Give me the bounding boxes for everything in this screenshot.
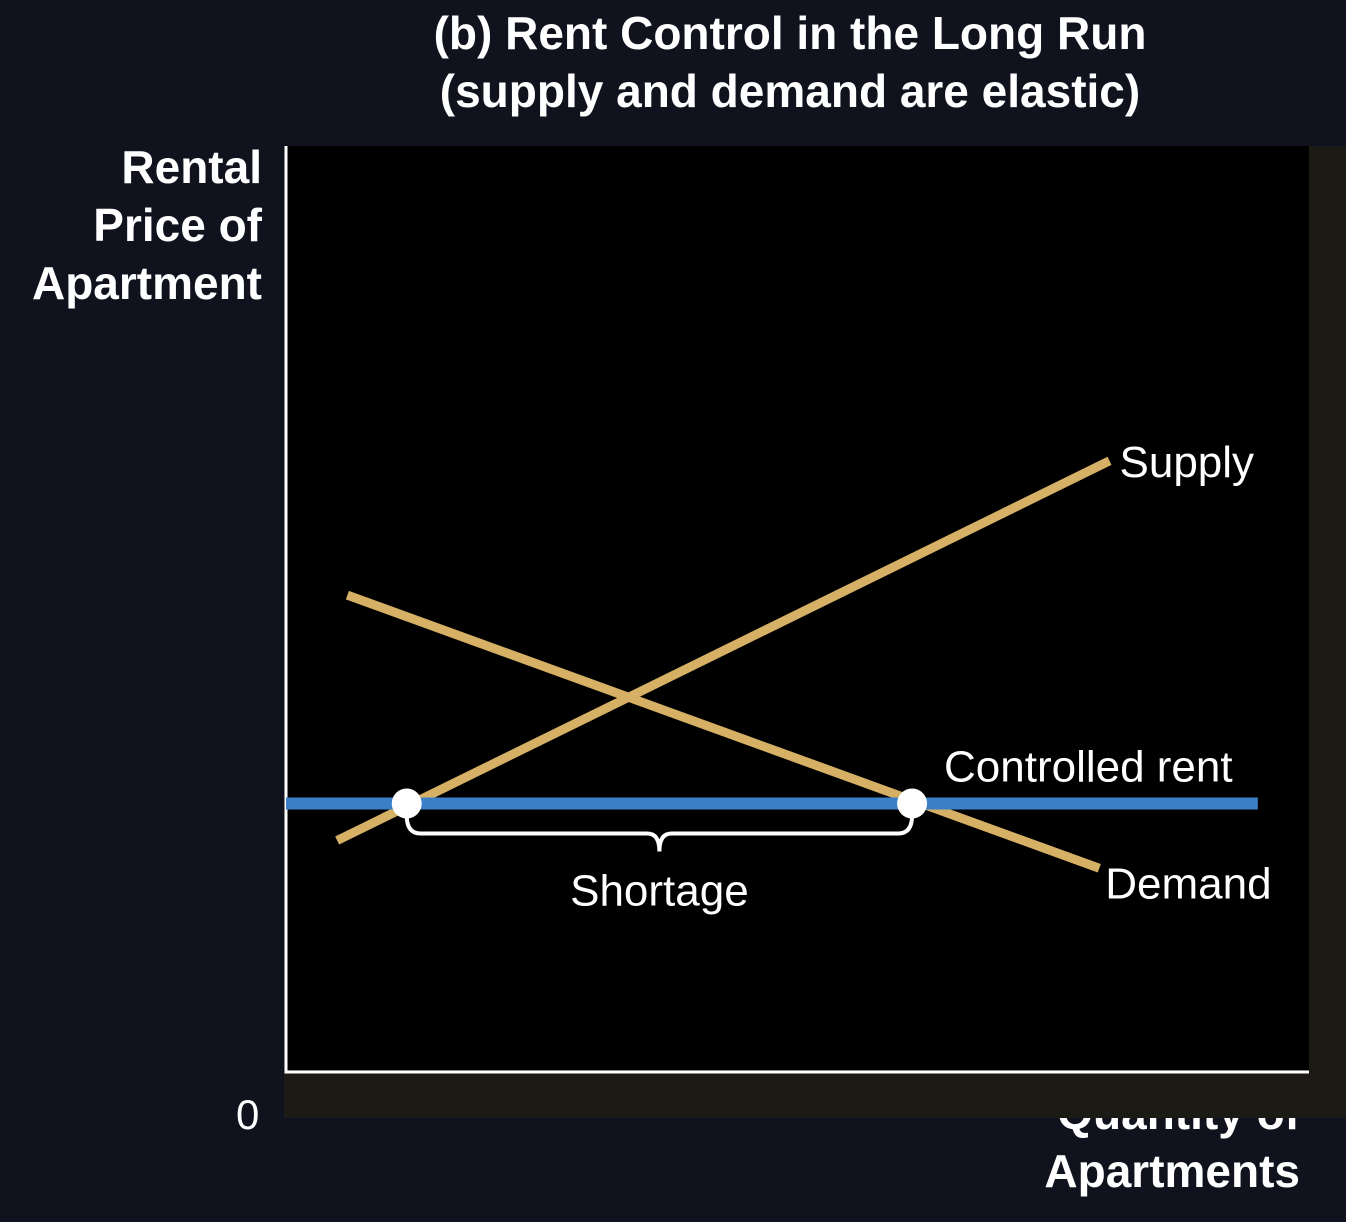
shortage-label: Shortage: [570, 866, 749, 915]
chart-title: (b) Rent Control in the Long Run: [433, 7, 1147, 59]
demand-curve: [345, 590, 1101, 873]
y-axis-label-line-2: Price of: [93, 199, 262, 251]
plot-area: [287, 146, 1309, 1070]
chart-subtitle: (supply and demand are elastic): [439, 65, 1141, 117]
y-axis-label-line-1: Rental: [121, 141, 262, 193]
y-axis-label-line-3: Apartment: [31, 257, 262, 309]
supply-curve: [335, 456, 1112, 845]
quantity-demanded-point: [897, 788, 928, 819]
origin-label: 0: [236, 1091, 260, 1138]
supply-label: Supply: [1120, 438, 1255, 487]
shortage-bracket: [404, 815, 915, 852]
quantity-supplied-point: [391, 788, 422, 819]
demand-label: Demand: [1105, 859, 1271, 908]
x-axis-label-line-2: Apartments: [1044, 1145, 1300, 1197]
controlled-rent-label: Controlled rent: [944, 742, 1233, 791]
